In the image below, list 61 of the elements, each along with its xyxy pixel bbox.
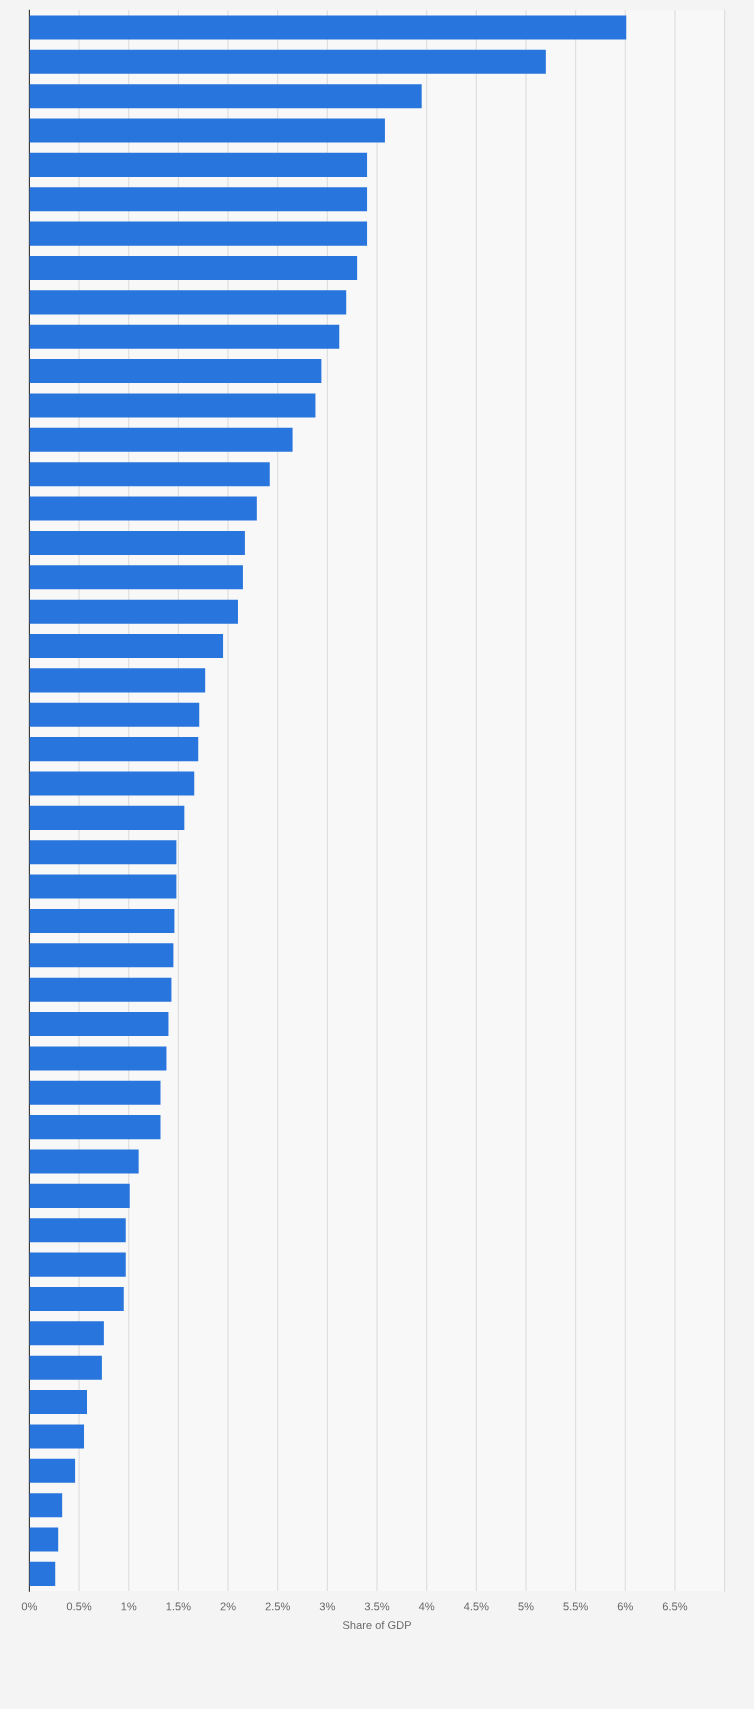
- x-tick-label: 5.5%: [563, 1602, 588, 1611]
- bar: [29, 221, 368, 246]
- bar: [29, 1355, 102, 1380]
- bar: [29, 1527, 59, 1552]
- bar: [29, 805, 185, 830]
- bar: [29, 427, 293, 452]
- x-tick-label: 6.5%: [662, 1602, 688, 1611]
- bar: [29, 840, 177, 865]
- bar: [29, 324, 340, 349]
- bar: [29, 1424, 85, 1449]
- bar: [29, 152, 368, 177]
- bar: [29, 49, 546, 74]
- bar: [29, 668, 206, 693]
- x-tick-label: 3%: [319, 1602, 335, 1611]
- bar: [29, 1218, 126, 1243]
- bar: [29, 702, 200, 727]
- x-tick-label: 4%: [418, 1602, 435, 1611]
- bar: [29, 290, 347, 315]
- bar: [29, 15, 627, 40]
- x-tick-label: 4.5%: [463, 1602, 489, 1611]
- bar: [29, 393, 316, 418]
- bar: [29, 1183, 130, 1208]
- bar: [29, 908, 175, 933]
- x-tick-label: 1.5%: [166, 1602, 191, 1611]
- bar: [29, 1458, 76, 1483]
- x-tick-label: 2.5%: [265, 1602, 290, 1611]
- bar: [29, 771, 195, 796]
- bar: [29, 1321, 104, 1346]
- bar: [29, 1115, 161, 1140]
- bar: [29, 84, 422, 109]
- bar: [29, 1252, 126, 1277]
- bar: [29, 874, 177, 899]
- x-tick-label: 6%: [617, 1602, 633, 1611]
- bar: [29, 737, 199, 762]
- bar: [29, 496, 257, 521]
- bar: [29, 1390, 88, 1415]
- bar: [29, 1561, 56, 1586]
- bar: [29, 565, 243, 590]
- bar: [29, 530, 245, 555]
- x-tick-label: 0%: [21, 1602, 38, 1611]
- bar: [29, 1080, 161, 1105]
- bar: [29, 1286, 124, 1311]
- x-axis-title: Share of GDP: [342, 1620, 411, 1630]
- x-tick-label: 3.5%: [364, 1602, 390, 1611]
- bar: [29, 1493, 63, 1518]
- bar: [29, 187, 368, 212]
- bar: [29, 977, 172, 1002]
- x-tick-label: 5%: [518, 1602, 534, 1611]
- bar: [29, 359, 322, 384]
- x-tick-label: 2%: [220, 1602, 236, 1611]
- x-tick-label: 0.5%: [66, 1602, 92, 1611]
- bar: [29, 943, 174, 968]
- bar: [29, 633, 224, 659]
- bar: [29, 1012, 169, 1037]
- bar: [29, 1149, 139, 1174]
- bar: [29, 1046, 167, 1071]
- bar: [29, 599, 238, 624]
- x-tick-label: 1%: [121, 1602, 137, 1611]
- bar: [29, 462, 270, 487]
- bar: [29, 118, 385, 143]
- bar: [29, 255, 358, 281]
